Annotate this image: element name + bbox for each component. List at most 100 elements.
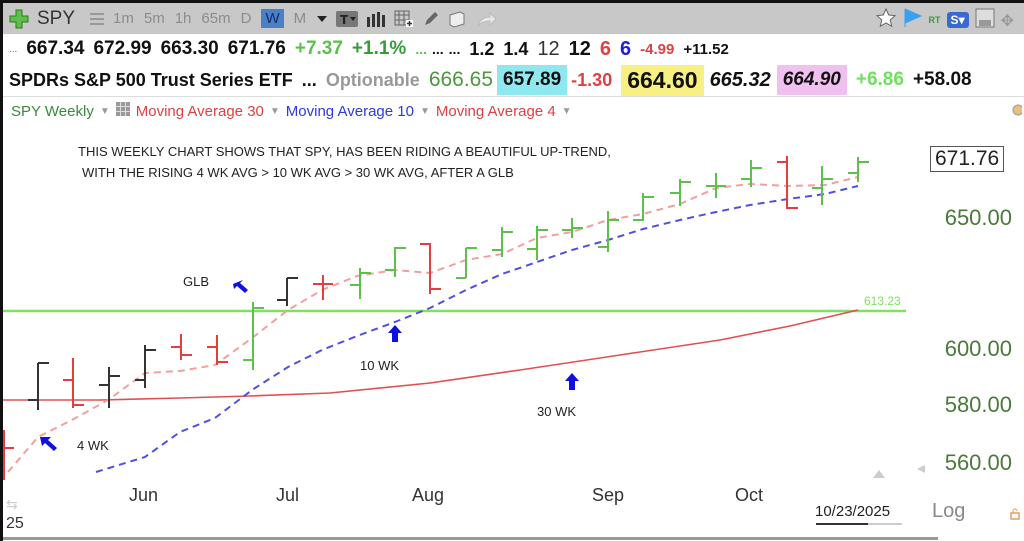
price-6: 664.90 xyxy=(776,65,847,95)
4wk-arrow-icon xyxy=(40,437,57,451)
y-tick-560: 560.00 xyxy=(944,450,1012,475)
interval-5m[interactable]: 5m xyxy=(143,10,165,27)
stat-2: 1.4 xyxy=(503,38,529,59)
grid-icon[interactable] xyxy=(115,102,130,120)
s-menu-label: S xyxy=(950,13,959,27)
price-7: +6.86 xyxy=(855,69,904,90)
price-4: 664.60 xyxy=(621,64,704,96)
interval-65m[interactable]: 65m xyxy=(201,10,231,27)
glb-level-label: 613.23 xyxy=(864,294,901,308)
glb-arrow-icon xyxy=(233,280,248,293)
quote-row-2: SPDRs S&P 500 Trust Series ETF ... Optio… xyxy=(3,64,1024,97)
stat-3: 12 xyxy=(537,37,560,60)
interval-m[interactable]: M xyxy=(293,10,307,27)
legend-ma10[interactable]: Moving Average 10 xyxy=(285,102,414,120)
flag-icon[interactable] xyxy=(903,7,923,33)
settings-icon[interactable] xyxy=(1010,102,1024,121)
interval-d[interactable]: D xyxy=(240,10,252,27)
legend-ma30[interactable]: Moving Average 30 xyxy=(135,102,264,120)
legend-ma4[interactable]: Moving Average 4 xyxy=(435,102,556,120)
x-tick-aug: Aug xyxy=(412,485,445,505)
stat-8: +11.52 xyxy=(683,40,729,58)
30wk-label: 30 WK xyxy=(537,404,577,419)
stat-6: 6 xyxy=(620,37,632,60)
10wk-arrow-icon xyxy=(388,325,402,342)
list-icon[interactable] xyxy=(89,11,105,27)
save-icon[interactable] xyxy=(975,8,995,32)
symbol-label[interactable]: SPY xyxy=(37,7,76,29)
y-tick-600: 600.00 xyxy=(944,336,1012,361)
change-value: +7.37 xyxy=(294,38,343,59)
dots-2: ... xyxy=(432,41,444,57)
stat-4: 12 xyxy=(568,37,591,60)
30wk-arrow-icon xyxy=(565,373,579,390)
s-menu-icon[interactable]: S▾ xyxy=(946,12,969,28)
move-icon[interactable]: ✥ xyxy=(1000,10,1014,30)
rt-icon[interactable]: RT xyxy=(928,15,941,25)
add-symbol-icon[interactable] xyxy=(9,9,29,29)
bottom-border xyxy=(3,537,938,540)
interval-1m[interactable]: 1m xyxy=(113,10,134,27)
y-tick-580: 580.00 xyxy=(944,392,1012,417)
interval-w[interactable]: W xyxy=(261,9,284,28)
toolbar-right: RT S▾ ✥ xyxy=(875,7,1014,33)
high-value: 672.99 xyxy=(93,38,152,59)
pencil-icon[interactable] xyxy=(422,10,440,28)
y-tick-650: 650.00 xyxy=(944,205,1012,230)
price-3: -1.30 xyxy=(571,69,613,90)
svg-text:T: T xyxy=(340,13,349,27)
date-label[interactable]: 10/23/2025 xyxy=(815,503,891,520)
scroll-left-icon xyxy=(917,465,925,473)
scroll-up-icon xyxy=(873,470,885,478)
price-chart[interactable] xyxy=(0,125,1024,541)
scroll-arrows-icon[interactable]: ⇆ xyxy=(6,497,18,513)
stat-5: 6 xyxy=(599,37,612,60)
glb-label: GLB xyxy=(183,274,210,289)
stat-7: -4.99 xyxy=(640,40,675,58)
date-slider[interactable] xyxy=(816,523,902,525)
chevron-down-icon[interactable]: ▼ xyxy=(269,105,280,117)
dots-1: ... xyxy=(415,41,427,57)
ma10-line xyxy=(95,185,859,473)
security-name: SPDRs S&P 500 Trust Series ETF xyxy=(9,69,293,90)
last-price-label: 671.76 xyxy=(935,147,1000,170)
legend-spy-weekly[interactable]: SPY Weekly xyxy=(11,102,94,120)
optionable-label: Optionable xyxy=(325,69,420,90)
x-tick-jun: Jun xyxy=(129,485,159,505)
x-tick-jul: Jul xyxy=(276,485,300,505)
interval-1h[interactable]: 1h xyxy=(174,10,192,27)
dots-3: ... xyxy=(448,41,461,57)
chevron-down-icon[interactable]: ▼ xyxy=(419,105,430,117)
last-value: 671.76 xyxy=(227,38,286,59)
lock-icon[interactable] xyxy=(1010,505,1020,524)
ma30-line xyxy=(3,309,859,401)
low-value: 663.30 xyxy=(160,38,219,59)
share-icon[interactable] xyxy=(476,10,498,28)
stat-1: 1.2 xyxy=(469,38,495,59)
star-icon[interactable] xyxy=(875,7,897,33)
x-tick-oct: Oct xyxy=(735,485,764,505)
dropdown-icon[interactable] xyxy=(316,14,328,24)
chevron-down-icon[interactable]: ▼ xyxy=(99,105,110,117)
row1-prefix: ... xyxy=(9,43,18,55)
grid-add-icon[interactable] xyxy=(394,10,414,28)
chart-toolbar: SPY 1m 5m 1h 65m D W M T RT S▾ ✥ xyxy=(3,0,1024,34)
ma4-line xyxy=(7,176,859,473)
headline-line-2: WITH THE RISING 4 WK AVG > 10 WK AVG > 3… xyxy=(82,165,514,180)
ohlc-bars xyxy=(3,156,869,480)
10wk-label: 10 WK xyxy=(360,358,400,373)
last-price-box: 671.76 xyxy=(930,146,1005,172)
open-value: 667.34 xyxy=(26,38,85,59)
price-8: +58.08 xyxy=(912,69,972,90)
price-1: 666.65 xyxy=(428,68,494,91)
log-toggle[interactable]: Log xyxy=(932,500,966,522)
text-tool-icon[interactable]: T xyxy=(336,10,359,27)
chevron-down-icon[interactable]: ▼ xyxy=(561,105,572,117)
headline-line-1: THIS WEEKLY CHART SHOWS THAT SPY, HAS BE… xyxy=(78,144,611,159)
bar-chart-icon[interactable] xyxy=(366,11,386,27)
folder-icon[interactable] xyxy=(448,10,468,28)
row2-dots: ... xyxy=(301,69,317,90)
price-5: 665.32 xyxy=(709,68,771,91)
price-2: 657.89 xyxy=(497,65,568,95)
